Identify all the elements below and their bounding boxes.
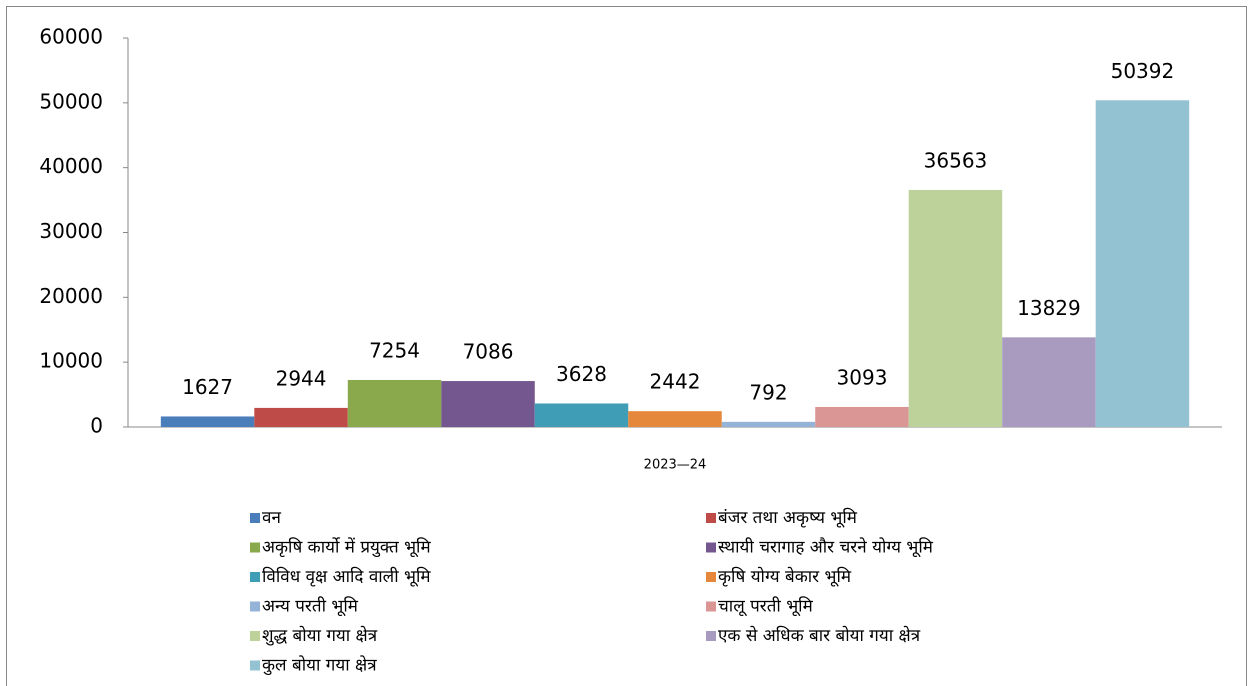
legend-swatch: [250, 513, 260, 523]
legend-swatch: [706, 513, 716, 523]
legend-swatch: [250, 601, 260, 612]
y-tick-label: 60000: [39, 25, 103, 49]
y-tick-label: 30000: [39, 219, 103, 243]
data-label: 36563: [924, 148, 988, 172]
data-label: 13829: [1017, 296, 1081, 320]
bar: [347, 379, 442, 427]
y-tick-label: 40000: [39, 154, 103, 178]
bar: [441, 381, 535, 427]
legend-swatch: [706, 601, 716, 612]
legend-swatch: [250, 631, 260, 641]
y-tick-label: 20000: [39, 284, 103, 308]
data-label: 7254: [369, 338, 420, 362]
data-label: 792: [749, 380, 787, 404]
legend-swatch: [250, 542, 260, 553]
data-label: 3093: [837, 365, 888, 389]
data-label: 50392: [1111, 59, 1175, 83]
y-tick-label: 50000: [39, 89, 103, 113]
bar: [534, 403, 629, 427]
legend-label: शुद्ध बोया गया क्षेत्र: [262, 625, 378, 646]
y-tick-label: 0: [90, 414, 103, 438]
legend-label: स्थायी चरागाह और चरने योग्य भूमि: [718, 537, 934, 558]
legend-label: चालू परती भूमि: [718, 596, 814, 617]
legend-label: अन्य परती भूमि: [262, 596, 359, 617]
legend-label: कुल बोया गया क्षेत्र: [262, 655, 377, 676]
bar: [721, 421, 816, 427]
legend-label: कृषि योग्य बेकार भूमि: [718, 566, 852, 587]
chart-frame: [6, 6, 1247, 686]
data-label: 7086: [463, 340, 514, 364]
legend-label: अकृषि कार्यो में प्रयुक्त भूमि: [262, 537, 431, 558]
bar: [1095, 100, 1190, 427]
data-label: 2944: [276, 366, 327, 390]
legend-label: एक से अधिक बार बोया गया क्षेत्र: [718, 625, 921, 646]
legend-swatch: [706, 542, 716, 553]
bar: [1002, 337, 1096, 427]
bar: [908, 189, 1003, 427]
legend-label: बंजर तथा अकृष्य भूमि: [718, 507, 858, 528]
data-label: 1627: [182, 375, 233, 399]
bar: [160, 416, 255, 427]
legend-swatch: [706, 631, 716, 641]
data-label: 3628: [556, 362, 607, 386]
legend-label: वन: [262, 508, 281, 528]
x-tick-label: 2023—24: [644, 458, 707, 473]
bar: [815, 406, 909, 427]
data-label: 2442: [650, 370, 701, 394]
legend-label: विविध वृक्ष आदि वाली भूमि: [262, 566, 431, 587]
legend-swatch: [706, 572, 716, 582]
y-tick-label: 10000: [39, 349, 103, 373]
legend-swatch: [250, 660, 260, 671]
bar: [628, 411, 722, 427]
legend-swatch: [250, 572, 260, 582]
bar: [254, 407, 348, 427]
